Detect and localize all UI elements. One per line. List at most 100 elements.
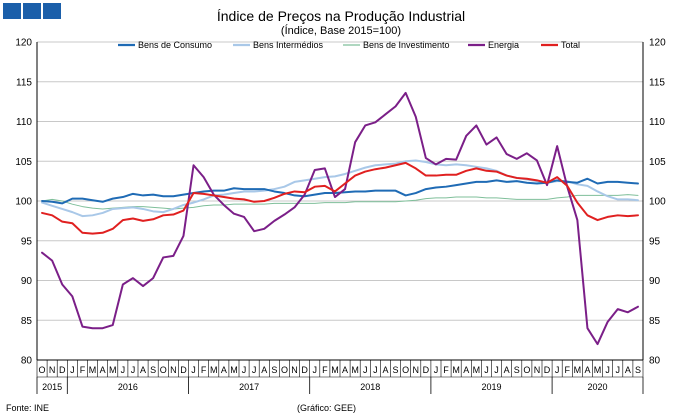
chart-title: Índice de Preços na Produção Industrial: [217, 8, 465, 24]
y-tick-right: 85: [649, 316, 661, 327]
legend-label-bens-de-investimento: Bens de Investimento: [363, 40, 450, 50]
x-month-label: F: [443, 365, 449, 375]
x-month-label: O: [160, 365, 167, 375]
legend-label-energia: Energia: [488, 40, 519, 50]
y-tick-left: 110: [16, 117, 32, 128]
x-year-label: 2016: [118, 382, 138, 392]
x-month-label: D: [180, 365, 187, 375]
header-box-1: [3, 3, 21, 19]
x-month-label: J: [605, 365, 610, 375]
x-month-label: M: [574, 365, 582, 375]
x-month-label: A: [221, 365, 227, 375]
y-tick-left: 100: [15, 197, 32, 208]
x-month-label: A: [261, 365, 267, 375]
x-month-label: O: [281, 365, 288, 375]
x-month-label: A: [584, 365, 590, 375]
x-month-label: J: [434, 365, 439, 375]
x-month-label: A: [463, 365, 469, 375]
legend-label-total: Total: [561, 40, 580, 50]
x-month-label: O: [523, 365, 530, 375]
x-year-label: 2019: [481, 382, 501, 392]
x-month-label: J: [191, 365, 196, 375]
x-month-label: J: [616, 365, 621, 375]
x-month-label: J: [484, 365, 489, 375]
x-month-label: O: [39, 365, 46, 375]
credit-note: (Gráfico: GEE): [297, 403, 356, 413]
series-line-energia: [41, 91, 639, 346]
x-month-label: S: [271, 365, 277, 375]
x-month-label: J: [131, 365, 136, 375]
y-tick-right: 110: [649, 117, 665, 128]
legend-label-bens-intermedios: Bens Intermédios: [253, 40, 324, 50]
x-month-label: F: [565, 365, 571, 375]
x-month-label: M: [452, 365, 460, 375]
y-tick-left: 120: [15, 38, 32, 49]
x-month-label: F: [322, 365, 328, 375]
x-month-label: J: [70, 365, 75, 375]
source-note: Fonte: INE: [6, 403, 49, 413]
x-month-label: A: [342, 365, 348, 375]
x-month-label: M: [89, 365, 97, 375]
x-month-label: S: [514, 365, 520, 375]
x-month-label: D: [423, 365, 430, 375]
y-tick-left: 90: [21, 276, 33, 287]
y-tick-right: 100: [649, 197, 666, 208]
x-month-label: M: [331, 365, 339, 375]
header-boxes: [3, 3, 61, 19]
x-month-label: M: [594, 365, 602, 375]
header-box-3: [43, 3, 61, 19]
x-month-label: J: [121, 365, 126, 375]
x-year-label: 2018: [360, 382, 380, 392]
x-month-label: A: [140, 365, 146, 375]
series-line-bens-de-investimento: [41, 194, 639, 210]
x-month-label: J: [313, 365, 318, 375]
y-tick-right: 80: [649, 356, 661, 367]
x-month-label: M: [230, 365, 238, 375]
series-lines: [41, 91, 639, 346]
y-tick-right: 120: [649, 38, 666, 49]
header-box-2: [23, 3, 41, 19]
x-month-label: D: [301, 365, 308, 375]
chart-subtitle: (Índice, Base 2015=100): [281, 24, 401, 37]
x-month-label: J: [363, 365, 368, 375]
y-tick-left: 85: [21, 316, 33, 327]
x-month-label: N: [534, 365, 541, 375]
x-month-label: J: [555, 365, 560, 375]
x-month-label: M: [351, 365, 359, 375]
x-month-label: A: [382, 365, 388, 375]
x-month-label: J: [252, 365, 257, 375]
x-month-label: S: [635, 365, 641, 375]
x-month-label: S: [150, 365, 156, 375]
y-tick-right: 95: [649, 236, 661, 247]
axes: 80 80 85 85 90 90 95 95 100 100 105 105 110 110 115 115…: [15, 38, 666, 394]
x-month-label: A: [100, 365, 106, 375]
x-month-label: S: [393, 365, 399, 375]
y-tick-left: 105: [15, 157, 32, 168]
x-month-label: N: [170, 365, 177, 375]
x-month-label: M: [473, 365, 481, 375]
x-month-label: A: [504, 365, 510, 375]
x-month-label: M: [210, 365, 218, 375]
legend-label-bens-de-consumo: Bens de Consumo: [138, 40, 212, 50]
y-tick-right: 90: [649, 276, 661, 287]
y-tick-right: 115: [649, 77, 665, 88]
x-month-label: D: [544, 365, 551, 375]
x-month-label: A: [625, 365, 631, 375]
x-month-label: F: [80, 365, 86, 375]
x-month-label: J: [373, 365, 378, 375]
legend: Bens de Consumo Bens Intermédios Bens de I…: [118, 40, 580, 50]
x-month-label: J: [494, 365, 499, 375]
x-month-label: M: [109, 365, 117, 375]
y-tick-left: 115: [16, 77, 32, 88]
y-tick-left: 80: [21, 356, 33, 367]
x-year-label: 2020: [588, 382, 608, 392]
gridlines: [37, 41, 643, 321]
x-month-label: O: [402, 365, 409, 375]
series-line-total: [41, 161, 639, 235]
x-year-label: 2017: [239, 382, 259, 392]
x-month-label: D: [59, 365, 66, 375]
y-tick-right: 105: [649, 157, 666, 168]
x-month-label: F: [201, 365, 207, 375]
x-month-label: N: [291, 365, 298, 375]
